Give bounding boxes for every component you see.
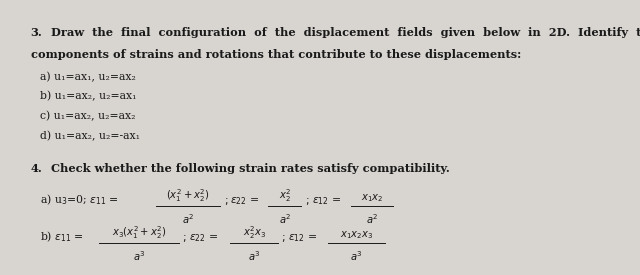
Text: $x_1 x_2 x_3$: $x_1 x_2 x_3$ [340,229,373,241]
Text: ;: ; [305,196,309,206]
Text: $a^3$: $a^3$ [248,249,260,263]
Text: 4.: 4. [31,163,42,174]
Text: $\varepsilon_{22}$ =: $\varepsilon_{22}$ = [230,195,259,207]
Text: $x_1 x_2$: $x_1 x_2$ [361,192,383,204]
Text: components of strains and rotations that contribute to these displacements:: components of strains and rotations that… [31,50,521,60]
Text: Check whether the following strain rates satisfy compatibility.: Check whether the following strain rates… [51,163,450,174]
Text: $a^2$: $a^2$ [182,212,195,225]
Text: $a^3$: $a^3$ [133,249,145,263]
Text: c) u₁=ax₂, u₂=ax₂: c) u₁=ax₂, u₂=ax₂ [40,111,135,122]
Text: $x_2^2$: $x_2^2$ [278,187,291,204]
Text: $a^2$: $a^2$ [366,212,378,225]
Text: a) u$_3$=0; $\varepsilon_{11}$ =: a) u$_3$=0; $\varepsilon_{11}$ = [40,192,118,207]
Text: $\varepsilon_{12}$ =: $\varepsilon_{12}$ = [288,232,317,244]
Text: $a^3$: $a^3$ [350,249,363,263]
Text: $(x_1^2+x_2^2)$: $(x_1^2+x_2^2)$ [166,187,210,204]
Text: d) u₁=ax₂, u₂=-ax₁: d) u₁=ax₂, u₂=-ax₁ [40,131,140,141]
Text: $x_3(x_1^2+x_2^2)$: $x_3(x_1^2+x_2^2)$ [112,224,166,241]
Text: b) u₁=ax₂, u₂=ax₁: b) u₁=ax₂, u₂=ax₁ [40,91,136,102]
Text: $\varepsilon_{22}$ =: $\varepsilon_{22}$ = [189,232,218,244]
Text: $\varepsilon_{12}$ =: $\varepsilon_{12}$ = [312,195,341,207]
Text: a) u₁=ax₁, u₂=ax₂: a) u₁=ax₁, u₂=ax₂ [40,72,136,82]
Text: ;: ; [182,233,186,243]
Text: ;: ; [224,196,228,206]
Text: b) $\varepsilon_{11}$ =: b) $\varepsilon_{11}$ = [40,230,84,244]
Text: ;: ; [282,233,285,243]
Text: $a^2$: $a^2$ [278,212,291,225]
Text: $x_2^2 x_3$: $x_2^2 x_3$ [243,224,266,241]
Text: 3.: 3. [31,28,42,38]
Text: Draw  the  final  configuration  of  the  displacement  fields  given  below  in: Draw the final configuration of the disp… [51,28,640,38]
